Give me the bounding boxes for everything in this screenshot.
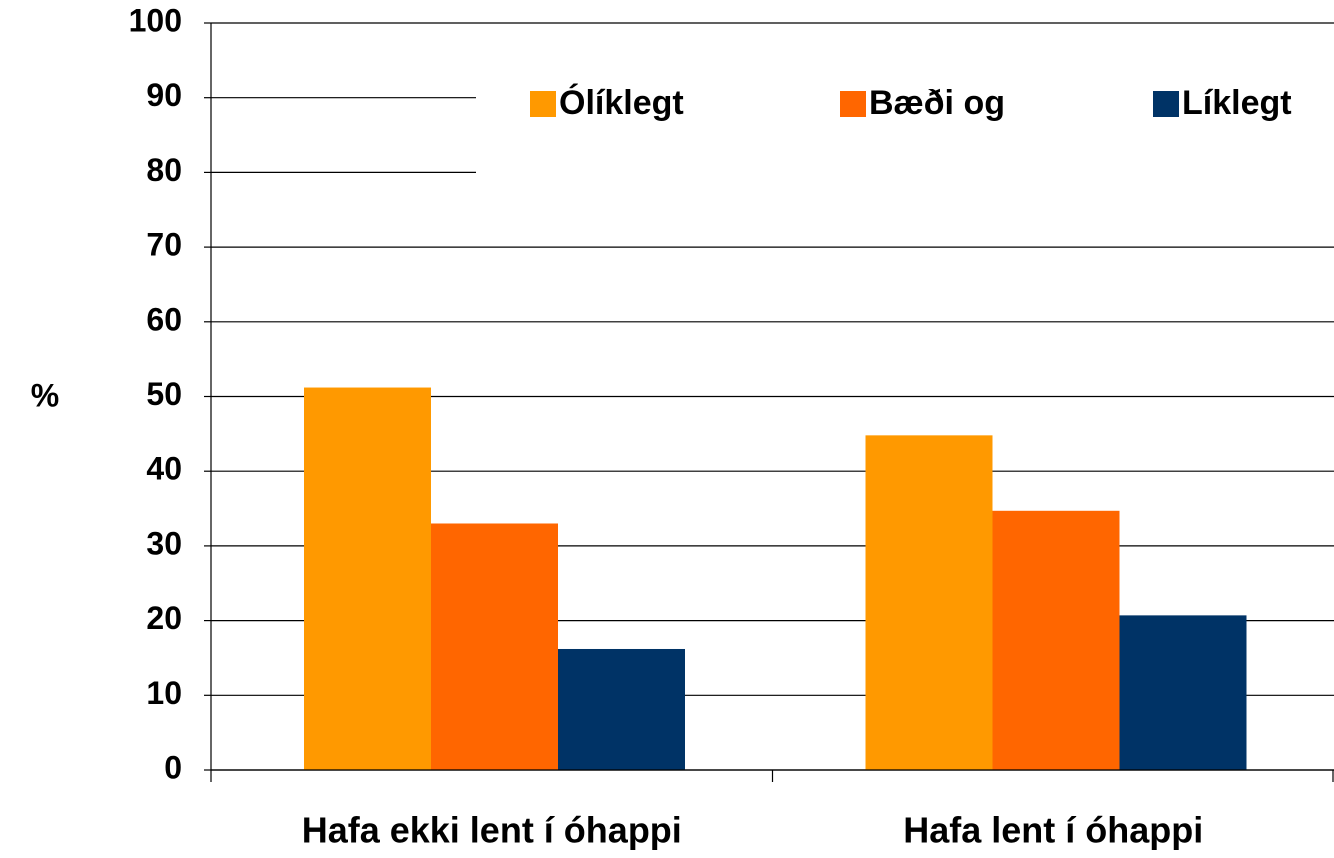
y-tick-label: 50 [146,376,182,412]
legend-swatch [1153,91,1179,117]
bar [865,435,993,770]
x-tick-label: Hafa lent í óhappi [903,810,1203,851]
bar [558,648,685,770]
y-tick-label: 90 [146,77,182,113]
y-tick-label: 30 [146,525,182,561]
bar [992,510,1120,770]
y-tick-label: 0 [164,749,182,785]
legend-swatch [840,91,866,117]
bar [431,523,558,770]
y-tick-label: 100 [129,2,182,38]
y-tick-label: 40 [146,451,182,487]
legend-label: Bæði og [869,84,1005,122]
y-axis-label: % [31,377,59,413]
y-tick-label: 80 [146,152,182,188]
y-tick-label: 60 [146,301,182,337]
x-tick-label: Hafa ekki lent í óhappi [302,810,682,851]
legend-label: Líklegt [1182,84,1292,122]
legend-background [476,28,1334,178]
y-tick-label: 20 [146,600,182,636]
legend-swatch [530,91,556,117]
bar [304,387,431,770]
legend-label: Ólíklegt [559,84,684,122]
y-tick-label: 10 [146,675,182,711]
bar [1119,615,1247,770]
y-tick-label: 70 [146,227,182,263]
